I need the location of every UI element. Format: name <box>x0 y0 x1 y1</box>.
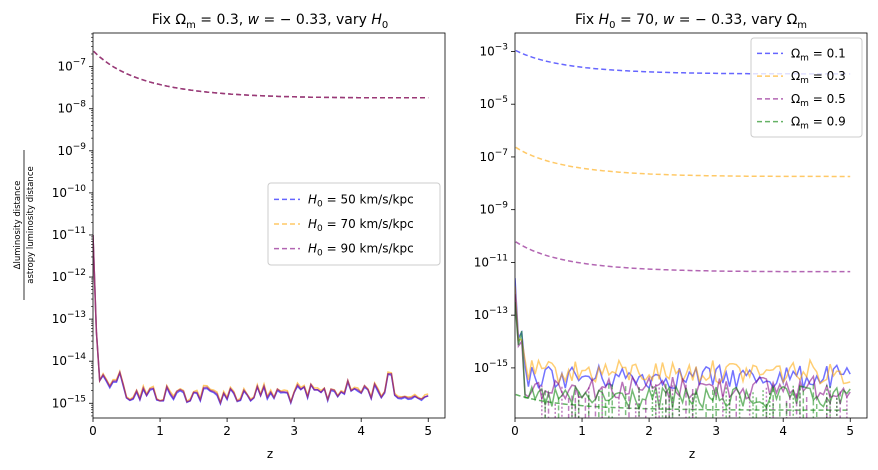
legend-label-1-0: Ωm = 0.1 <box>791 46 846 63</box>
legend-label-1-1: Ωm = 0.3 <box>791 69 846 86</box>
xtick-label-0: 2 <box>223 424 231 438</box>
ytick-label-0: 10−8 <box>57 100 86 116</box>
right-xlabel: z <box>689 447 695 461</box>
ytick-label-1: 10−9 <box>479 201 508 217</box>
ytick-label-0: 10−14 <box>52 352 87 368</box>
xtick-label-1: 3 <box>712 424 720 438</box>
right-panel: Fix H0 = 70, w = − 0.33, vary Ωm 0 1 2 3 4 5 1… <box>474 12 868 461</box>
svg-text:Δluminosity distance: Δluminosity distance <box>13 181 23 270</box>
xtick-label-1: 0 <box>511 424 519 438</box>
svg-text:astropy luminosity distance: astropy luminosity distance <box>26 166 36 283</box>
left-xlabel: z <box>267 447 273 461</box>
axes-frame-1 <box>514 32 868 419</box>
left-ylabel: Δluminosity distance astropy luminosity … <box>13 150 36 300</box>
ytick-label-0: 10−9 <box>57 142 86 158</box>
left-legend: H0 = 50 km/s/kpc H0 = 70 km/s/kpc H0 = 90 … <box>267 182 441 266</box>
xtick-label-1: 1 <box>578 424 586 438</box>
xtick-label-0: 3 <box>290 424 298 438</box>
xtick-label-1: 4 <box>779 424 787 438</box>
ytick-label-1: 10−5 <box>479 95 508 111</box>
right-legend: Ωm = 0.1 Ωm = 0.3 Ωm = 0.5 Ωm = 0.9 <box>750 37 863 138</box>
legend-box-0 <box>267 182 441 266</box>
axes-frame-0 <box>92 32 446 419</box>
xtick-label-0: 1 <box>156 424 164 438</box>
left-title: Fix Ωm = 0.3, w = − 0.33, vary H0 <box>152 12 389 31</box>
ytick-label-1: 10−7 <box>479 148 508 164</box>
ytick-label-1: 10−11 <box>474 253 508 269</box>
legend-label-0-1: H0 = 70 km/s/kpc <box>308 217 414 234</box>
xtick-label-1: 2 <box>645 424 653 438</box>
series-1-2-dashed <box>515 241 851 273</box>
legend-label-1-2: Ωm = 0.5 <box>791 92 846 109</box>
ytick-label-0: 10−11 <box>52 226 86 242</box>
xtick-label-0: 4 <box>357 424 365 438</box>
left-panel: Fix Ωm = 0.3, w = − 0.33, vary H0 0 1 2 3 4 5… <box>13 12 446 461</box>
legend-label-0-2: H0 = 90 km/s/kpc <box>308 242 414 259</box>
series-0-2-noise <box>93 234 429 405</box>
series-0-2-dashed <box>93 50 429 99</box>
xtick-label-0: 5 <box>424 424 432 438</box>
right-title: Fix H0 = 70, w = − 0.33, vary Ωm <box>575 12 807 31</box>
ytick-label-1: 10−13 <box>474 306 508 322</box>
legend-label-0-0: H0 = 50 km/s/kpc <box>308 192 414 209</box>
ytick-label-0: 10−7 <box>57 58 86 74</box>
ytick-label-0: 10−13 <box>52 310 86 326</box>
xtick-label-1: 5 <box>846 424 854 438</box>
legend-label-1-3: Ωm = 0.9 <box>791 115 846 132</box>
series-1-3-noise <box>515 301 851 411</box>
xtick-label-0: 0 <box>89 424 97 438</box>
ytick-label-1: 10−15 <box>474 359 508 375</box>
ytick-label-0: 10−12 <box>52 268 86 284</box>
ytick-label-0: 10−15 <box>52 394 86 410</box>
ytick-label-0: 10−10 <box>52 184 87 200</box>
series-1-1-dashed <box>515 146 851 178</box>
ytick-label-1: 10−3 <box>479 42 508 58</box>
legend-box-1 <box>750 37 863 138</box>
